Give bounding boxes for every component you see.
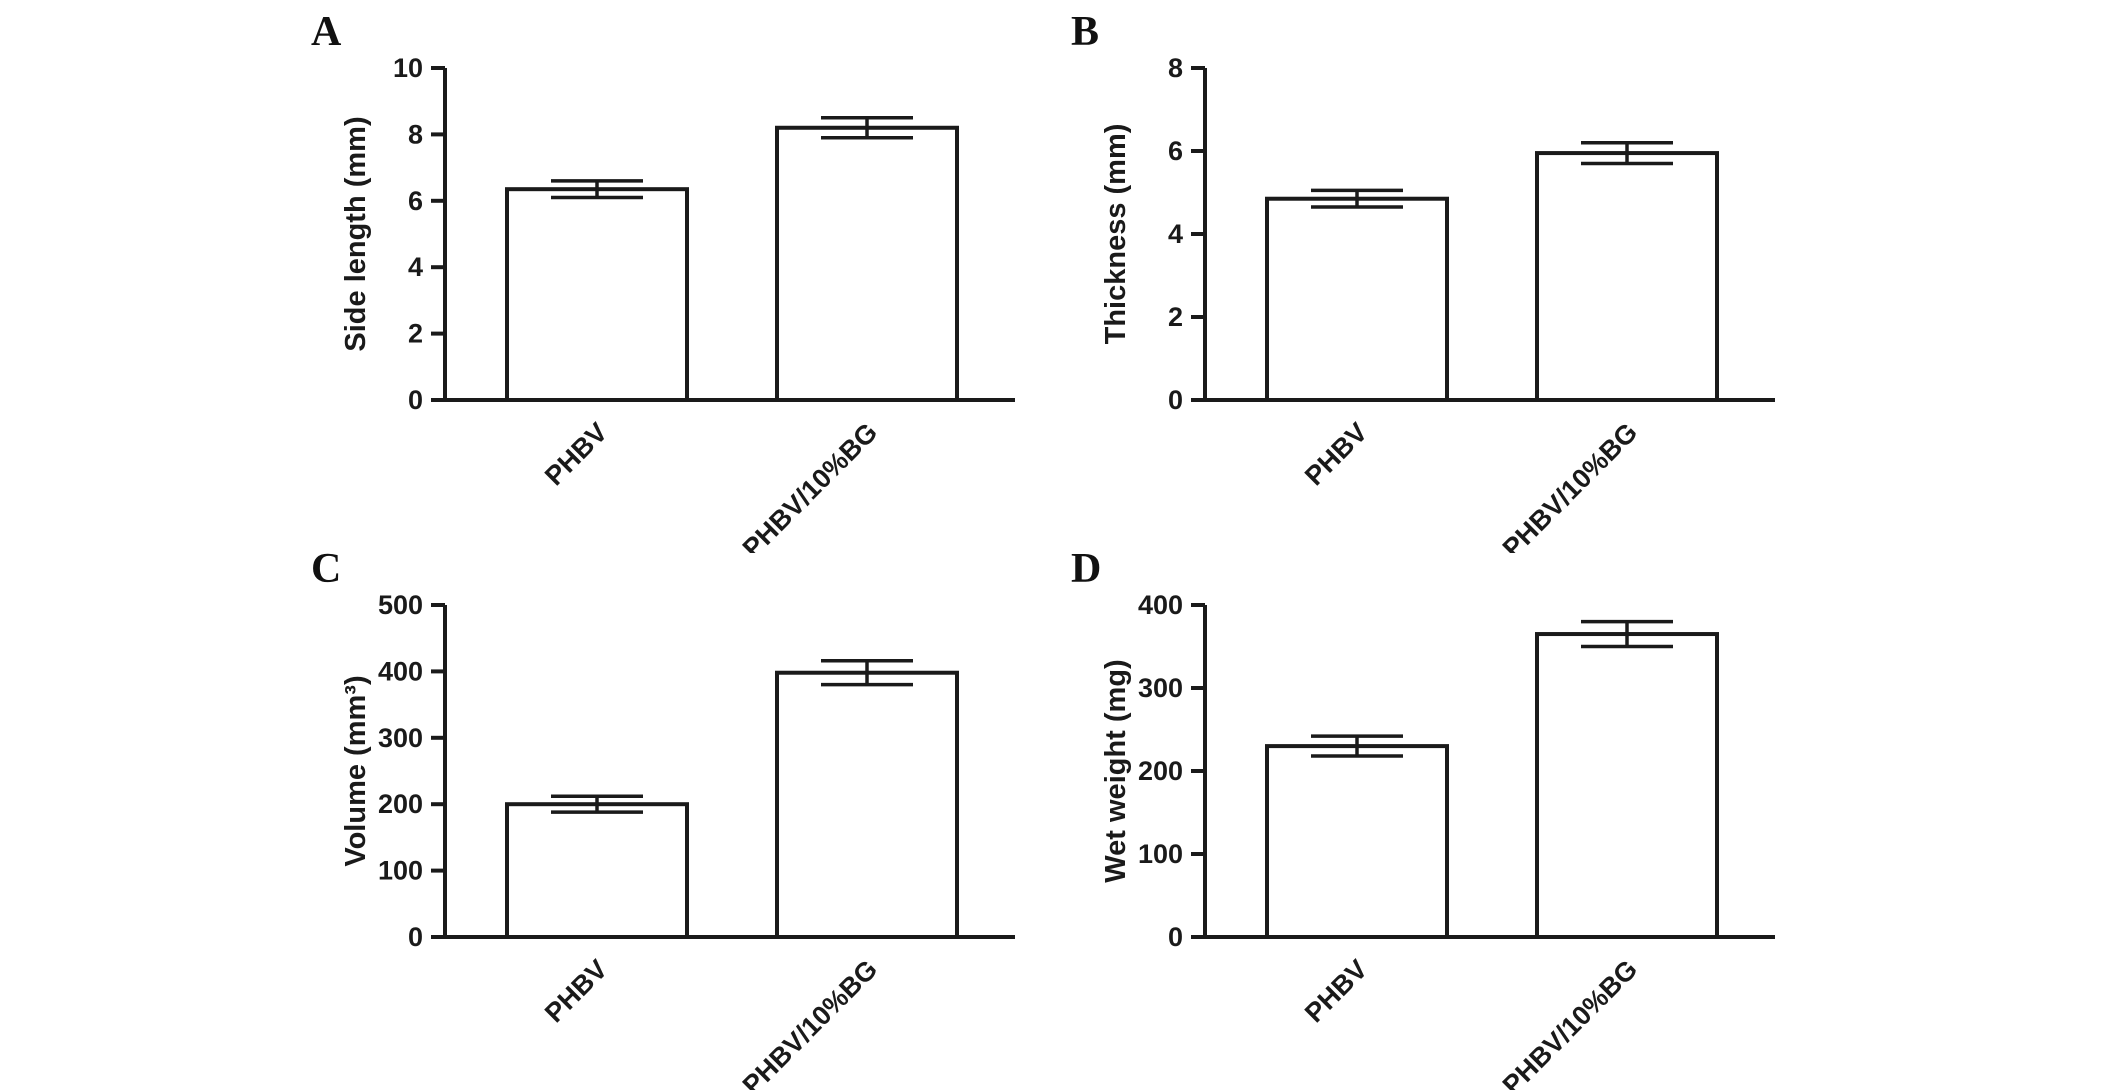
panel-c-label: C xyxy=(311,546,342,592)
y-axis-title: Volume (mm³) xyxy=(340,675,372,866)
x-tick-label: PHBV/10%BG xyxy=(737,417,883,553)
y-tick-label: 200 xyxy=(378,789,423,819)
y-tick-label: 6 xyxy=(408,186,423,216)
x-tick-label: PHBV/10%BG xyxy=(1497,417,1643,553)
panel-c: C 0 100 200 300 400 500 Volume (mm³) PHBV PHBV/1… xyxy=(295,545,1085,1090)
bar-chart-volume: 0 100 200 300 400 500 Volume (mm³) PHBV PHBV/10%… xyxy=(340,590,1015,1090)
y-tick-label: 200 xyxy=(1138,756,1183,786)
y-axis-title: Side length (mm) xyxy=(340,116,372,351)
y-tick-label: 300 xyxy=(1138,673,1183,703)
y-tick-label: 100 xyxy=(1138,839,1183,869)
panel-d: D 0 100 200 300 400 Wet weight (mg) PHBV PHBV/1… xyxy=(1055,545,1845,1090)
y-axis-title: Wet weight (mg) xyxy=(1100,659,1132,882)
y-tick-label: 10 xyxy=(393,53,423,83)
bar xyxy=(1535,151,1719,402)
bar xyxy=(1535,632,1719,940)
x-tick-label: PHBV xyxy=(539,954,613,1028)
panel-b-label: B xyxy=(1071,9,1100,55)
panel-d-label: D xyxy=(1071,546,1102,592)
y-tick-label: 8 xyxy=(408,119,423,149)
y-tick-label: 300 xyxy=(378,723,423,753)
y-tick-label: 2 xyxy=(408,319,423,349)
bar-chart-thickness: 0 2 4 6 8 Thickness (mm) PHBV PHBV/10%BG xyxy=(1100,53,1775,553)
x-tick-label: PHBV/10%BG xyxy=(1497,954,1643,1090)
y-tick-label: 4 xyxy=(1168,219,1183,249)
y-tick-label: 100 xyxy=(378,856,423,886)
bar xyxy=(1265,744,1449,939)
panel-a: A 0 2 4 6 8 10 Side length (mm) PHBV PHBV/10%BG xyxy=(295,8,1085,553)
y-tick-label: 400 xyxy=(1138,590,1183,620)
x-tick-label: PHBV xyxy=(1299,954,1373,1028)
bar-chart-side-length: 0 2 4 6 8 10 Side length (mm) PHBV PHBV/10%BG xyxy=(340,53,1015,553)
y-tick-label: 400 xyxy=(378,656,423,686)
bar xyxy=(505,802,689,940)
x-tick-label: PHBV xyxy=(1299,417,1373,491)
bar-chart-wet-weight: 0 100 200 300 400 Wet weight (mg) PHBV PHBV/10%… xyxy=(1100,590,1775,1090)
y-tick-label: 8 xyxy=(1168,53,1183,83)
y-tick-label: 6 xyxy=(1168,136,1183,166)
y-tick-label: 0 xyxy=(408,385,423,415)
y-tick-label: 4 xyxy=(408,252,423,282)
x-tick-label: PHBV/10%BG xyxy=(737,954,883,1090)
y-tick-label: 0 xyxy=(1168,385,1183,415)
bar xyxy=(1265,196,1449,402)
y-tick-label: 500 xyxy=(378,590,423,620)
y-tick-label: 0 xyxy=(408,922,423,952)
panel-a-label: A xyxy=(311,9,342,55)
bar xyxy=(775,125,959,402)
x-tick-label: PHBV xyxy=(539,417,613,491)
panel-b: B 0 2 4 6 8 Thickness (mm) PHBV PHBV/10%BG xyxy=(1055,8,1845,553)
bar xyxy=(505,187,689,402)
y-tick-label: 0 xyxy=(1168,922,1183,952)
bar xyxy=(775,670,959,939)
y-tick-label: 2 xyxy=(1168,302,1183,332)
y-axis-title: Thickness (mm) xyxy=(1100,124,1132,345)
